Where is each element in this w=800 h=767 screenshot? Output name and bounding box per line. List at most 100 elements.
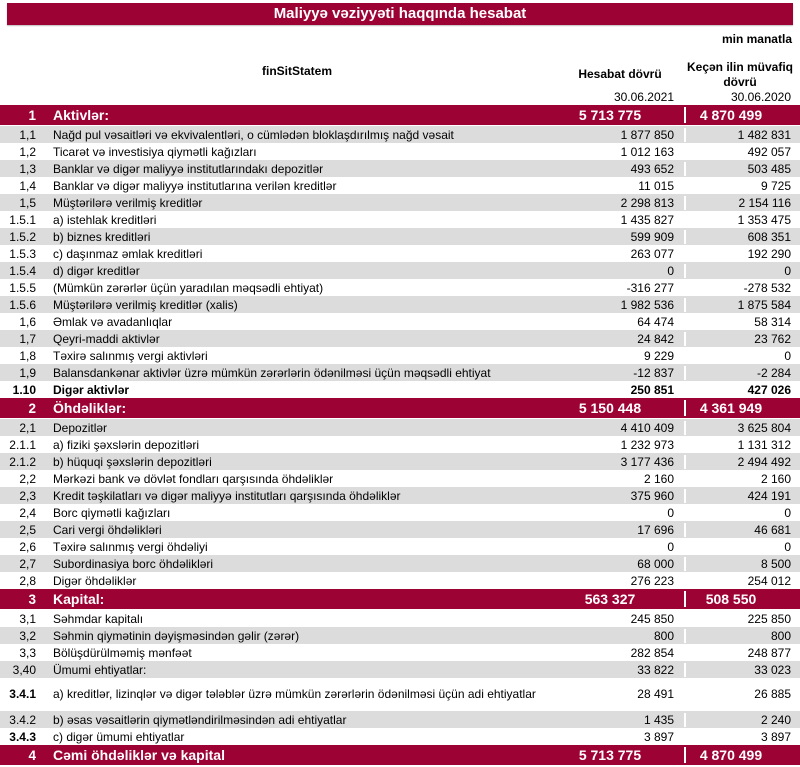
table-row: 3,1 Səhmdar kapitalı 245 850 225 850 (0, 610, 800, 627)
row-number: 3,2 (19, 628, 36, 643)
row-value: 58 314 (684, 314, 800, 329)
unit-note: min manatla (721, 32, 792, 46)
table-row: 1.5.3 c) daşınmaz əmlak kreditləri 263 077… (0, 245, 800, 262)
table-row: 2,4 Borc qiymətli kağızları 0 0 (0, 504, 800, 521)
table-row: 1.5.5 (Mümkün zərərlər üçün yaradılan məq… (0, 279, 800, 296)
row-number: 2,2 (19, 471, 36, 486)
row-value: -278 532 (684, 280, 800, 295)
table-row: 2,1 Depozitlər 4 410 409 3 625 804 (0, 419, 800, 436)
row-value: 3 897 (643, 729, 674, 744)
row-value: 1 353 475 (684, 212, 800, 227)
row-number: 1,6 (19, 314, 36, 329)
row-value: 2 298 813 (620, 195, 674, 210)
row-label: Digər öhdəliklər (53, 573, 137, 588)
row-label: Mərkəzi bank və dövlət fondları qarşısın… (53, 471, 334, 486)
row-number: 1,5 (19, 195, 36, 210)
column-header-current-period: Hesabat dövrü (578, 67, 662, 81)
row-value: -316 277 (626, 280, 674, 295)
row-value: 225 850 (684, 611, 800, 626)
row-number: 3,3 (19, 645, 36, 660)
row-label: Ticarət və investisiya qiymətli kağızlar… (53, 144, 257, 159)
row-value: 254 012 (684, 573, 800, 588)
row-number: 2,5 (19, 522, 36, 537)
table-row: 1.10 Digər aktivlər 250 851 427 026 (0, 381, 800, 398)
row-number: 1 (28, 107, 36, 123)
row-number: 1,4 (19, 178, 36, 193)
row-label: a) kreditlər, lizinqlər və digər tələblə… (53, 687, 536, 701)
table-row: 2,2 Mərkəzi bank və dövlət fondları qarşı… (0, 470, 800, 487)
row-value: 1 232 973 (620, 437, 674, 452)
row-label: Depozitlər (53, 420, 108, 435)
row-number: 1.5.4 (9, 263, 36, 278)
table-row: 1.5.6 Müştərilərə verilmiş kreditlər (xal… (0, 296, 800, 313)
row-label: d) digər kreditlər (53, 263, 140, 278)
row-label: a) fiziki şəxslərin depozitləri (53, 437, 200, 452)
row-value: 2 240 (684, 712, 800, 727)
row-label: Kredit təşkilatları və digər maliyyə ins… (53, 488, 401, 503)
row-label: Bölüşdürülməmiş mənfəət (53, 645, 192, 660)
row-value: 276 223 (630, 573, 674, 588)
row-number: 1,9 (19, 365, 36, 380)
row-number: 4 (28, 747, 36, 763)
prior-period-date: 30.06.2020 (730, 90, 791, 104)
row-number: 1.5.5 (9, 280, 36, 295)
row-label: Nağd pul vəsaitləri və ekvivalentləri, o… (53, 127, 454, 142)
table-row: 3.4.2 b) əsas vəsaitlərin qiymətləndirilm… (0, 711, 800, 728)
row-value: 2 154 116 (684, 195, 800, 210)
statement-table: 1 Aktivlər: 5 713 775 4 870 499 1,1 Nağd pul … (0, 105, 800, 766)
row-value: 1 435 (643, 712, 674, 727)
row-value: 245 850 (630, 611, 674, 626)
row-label: Cəmi öhdəliklər və kapital (53, 747, 225, 763)
row-value: 2 494 492 (684, 454, 800, 469)
row-label: Aktivlər: (53, 107, 110, 123)
row-label: Digər aktivlər (53, 382, 130, 397)
table-row: 1,9 Balansdankənar aktivlər üzrə mümkün z… (0, 364, 800, 381)
row-value: 0 (684, 263, 800, 278)
row-value: 9 725 (684, 178, 800, 193)
row-number: 3.4.3 (9, 729, 36, 744)
row-number: 1,2 (19, 144, 36, 159)
row-number: 1.5.6 (9, 297, 36, 312)
row-label: c) daşınmaz əmlak kreditləri (53, 246, 203, 261)
row-value: 427 026 (684, 382, 800, 397)
table-row: 3,40 Ümumi ehtiyatlar: 33 822 33 023 (0, 661, 800, 678)
row-value: 0 (684, 505, 800, 520)
row-value: 248 877 (684, 645, 800, 660)
row-value: 3 177 436 (620, 454, 674, 469)
row-value: 563 327 (584, 591, 636, 607)
row-value: -12 837 (633, 365, 674, 380)
row-label: Kapital: (53, 591, 105, 607)
table-row: 2,5 Cari vergi öhdəlikləri 17 696 46 681 (0, 521, 800, 538)
row-number: 2,7 (19, 556, 36, 571)
row-value: 0 (684, 539, 800, 554)
row-value: 8 500 (684, 556, 800, 571)
table-row: 1,4 Banklar və digər maliyyə institutları… (0, 177, 800, 194)
row-label: c) digər ümumi ehtiyatlar (53, 729, 185, 744)
table-row: 2,3 Kredit təşkilatları və digər maliyyə … (0, 487, 800, 504)
row-value: 9 229 (643, 348, 674, 363)
table-row: 3.4.1 a) kreditlər, lizinqlər və digər tə… (0, 684, 800, 704)
row-value: 424 191 (684, 488, 800, 503)
table-row: 1,7 Qeyri-maddi aktivlər 24 842 23 762 (0, 330, 800, 347)
row-label: Banklar və digər maliyyə institutlarında… (53, 161, 324, 176)
row-number: 1,7 (19, 331, 36, 346)
row-value: 5 713 775 (578, 107, 642, 123)
table-row: 2,7 Subordinasiya borc öhdəlikləri 68 000 8… (0, 555, 800, 572)
page-title: Maliyyə vəziyyəti haqqında hesabat (7, 3, 793, 25)
row-label: Müştərilərə verilmiş kreditlər (53, 195, 203, 210)
row-number: 1,8 (19, 348, 36, 363)
row-number: 2,6 (19, 539, 36, 554)
table-row: 1,2 Ticarət və investisiya qiymətli kağız… (0, 143, 800, 160)
row-number: 1.5.2 (9, 229, 36, 244)
row-value: 503 485 (684, 161, 800, 176)
column-header-prior-period: Keçən ilin müvafiq dövrü (686, 60, 794, 89)
row-label: Cari vergi öhdəlikləri (53, 522, 162, 537)
row-number: 2.1.2 (9, 454, 36, 469)
row-value: 375 960 (630, 488, 674, 503)
row-value: 4 870 499 (684, 747, 800, 763)
row-number: 1.5.3 (9, 246, 36, 261)
table-row: 1.5.2 b) biznes kreditləri 599 909 608 351 (0, 228, 800, 245)
row-label: Təxirə salınmış vergi öhdəliyi (53, 539, 208, 554)
row-value: 1 875 584 (684, 297, 800, 312)
